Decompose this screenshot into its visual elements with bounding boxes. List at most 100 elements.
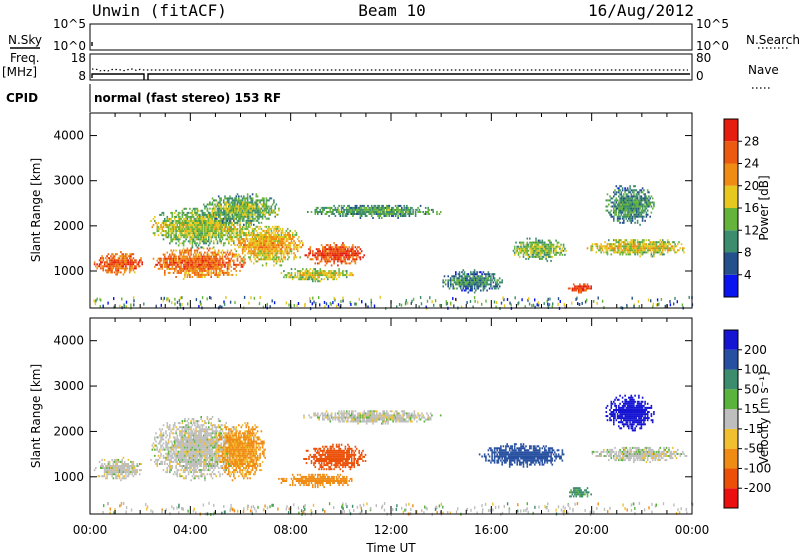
data-cell (626, 219, 629, 222)
data-cell (470, 279, 472, 282)
data-cell (167, 265, 170, 268)
data-cell (273, 256, 275, 259)
data-cell (191, 267, 194, 270)
data-cell (205, 226, 207, 229)
data-cell (630, 201, 633, 204)
data-cell (388, 204, 391, 207)
data-cell (293, 246, 295, 249)
data-cell (630, 213, 633, 216)
data-cell (225, 224, 227, 226)
data-cell (170, 261, 172, 264)
data-cell (231, 253, 234, 256)
data-cell (236, 256, 239, 259)
data-cell (620, 239, 623, 242)
data-cell (626, 193, 629, 196)
data-cell (262, 305, 265, 309)
data-cell (240, 259, 243, 262)
data-cell (103, 265, 106, 268)
data-cell (639, 197, 641, 200)
data-cell (350, 303, 352, 306)
data-cell (509, 301, 511, 305)
data-cell (181, 261, 184, 264)
data-cell (458, 273, 461, 276)
data-cell (405, 301, 407, 305)
data-cell (199, 263, 201, 266)
data-cell (641, 251, 644, 254)
data-cell (431, 208, 433, 211)
data-cell (525, 249, 527, 252)
data-cell (248, 246, 250, 249)
data-cell (275, 248, 278, 251)
data-cell (202, 259, 205, 262)
data-cell (463, 281, 466, 284)
data-cell (635, 195, 638, 198)
data-cell (184, 228, 186, 231)
data-cell (268, 240, 270, 243)
data-cell (456, 277, 458, 280)
data-cell (195, 226, 197, 229)
data-cell (355, 206, 358, 209)
data-cell (630, 199, 633, 202)
data-cell (192, 230, 195, 233)
data-cell (113, 263, 116, 266)
data-cell (527, 249, 530, 252)
data-cell (675, 251, 678, 254)
data-cell (329, 301, 332, 305)
data-cell (214, 263, 216, 266)
data-cell (614, 199, 616, 202)
data-cell (202, 232, 205, 235)
data-cell (222, 201, 225, 204)
data-cell (294, 234, 296, 236)
data-cell (317, 250, 319, 253)
data-cell (187, 269, 190, 272)
data-cell (328, 246, 330, 249)
data-cell (220, 234, 222, 237)
data-cell (164, 257, 166, 260)
data-cell (254, 203, 256, 206)
data-cell (253, 209, 255, 212)
data-cell (481, 302, 483, 306)
data-cell (638, 213, 640, 216)
data-cell (251, 227, 254, 230)
data-cell (359, 258, 362, 261)
data-cell (192, 267, 195, 270)
data-cell (207, 257, 210, 260)
data-cell (200, 261, 202, 264)
data-cell (261, 199, 264, 202)
data-cell (269, 211, 271, 214)
data-cell (634, 189, 636, 192)
data-cell (273, 244, 275, 247)
data-cell (329, 248, 332, 251)
data-cell (229, 209, 231, 212)
data-cell (195, 232, 197, 235)
data-cell (628, 249, 630, 252)
data-cell (293, 248, 295, 251)
data-cell (605, 199, 608, 202)
data-cell (352, 211, 354, 213)
data-cell (187, 265, 190, 268)
data-cell (96, 263, 98, 266)
data-cell (270, 229, 273, 232)
data-cell (230, 213, 233, 216)
data-cell (302, 242, 304, 245)
data-cell (623, 199, 625, 202)
data-cell (274, 234, 276, 236)
data-cell (345, 208, 348, 211)
data-cell (626, 305, 628, 309)
data-cell (196, 255, 199, 258)
data-cell (212, 226, 215, 229)
data-cell (621, 205, 624, 208)
nsky-tick-low: 10^0 (53, 39, 86, 53)
data-cell (191, 209, 194, 212)
data-cell (225, 226, 227, 229)
data-cell (628, 213, 630, 216)
data-cell (323, 246, 325, 249)
data-cell (616, 251, 619, 254)
data-cell (495, 287, 497, 290)
data-cell (177, 211, 180, 214)
data-cell (266, 211, 269, 214)
data-cell (377, 215, 379, 217)
data-cell (222, 217, 225, 220)
data-cell (633, 247, 635, 250)
data-cell (296, 303, 298, 307)
